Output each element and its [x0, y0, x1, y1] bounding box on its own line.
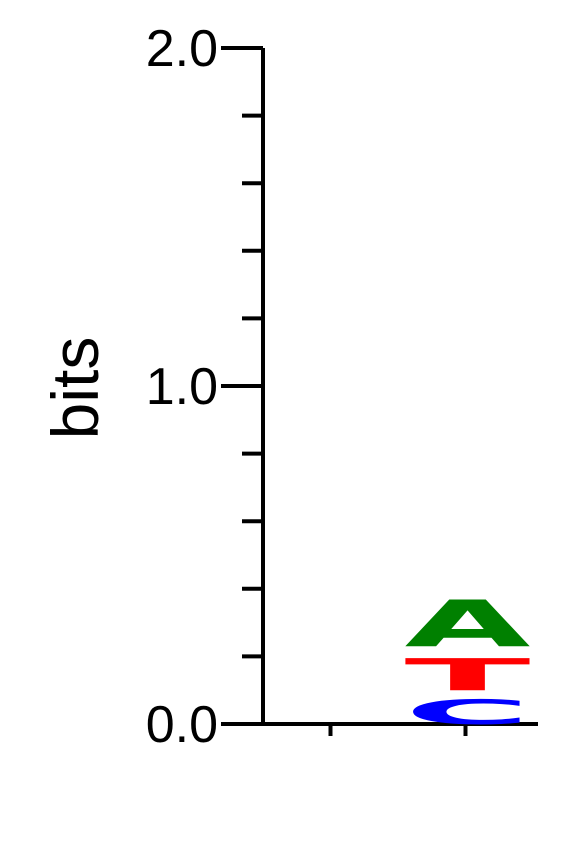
letter-A: A — [405, 587, 531, 662]
letter-C: C — [405, 693, 531, 732]
y-axis: 0.0 1.0 2.0 — [146, 20, 265, 754]
letter-T: T — [405, 650, 531, 701]
svg-text:T: T — [405, 650, 531, 701]
y-tick-label: 1.0 — [146, 358, 218, 416]
letter-stacks: CTA — [405, 587, 531, 733]
y-axis-title: bits — [38, 337, 112, 440]
y-tick-label: 2.0 — [146, 20, 218, 78]
y-tick-label: 0.0 — [146, 696, 218, 754]
svg-text:A: A — [405, 587, 531, 662]
x-axis — [263, 722, 538, 736]
svg-text:C: C — [405, 693, 531, 732]
